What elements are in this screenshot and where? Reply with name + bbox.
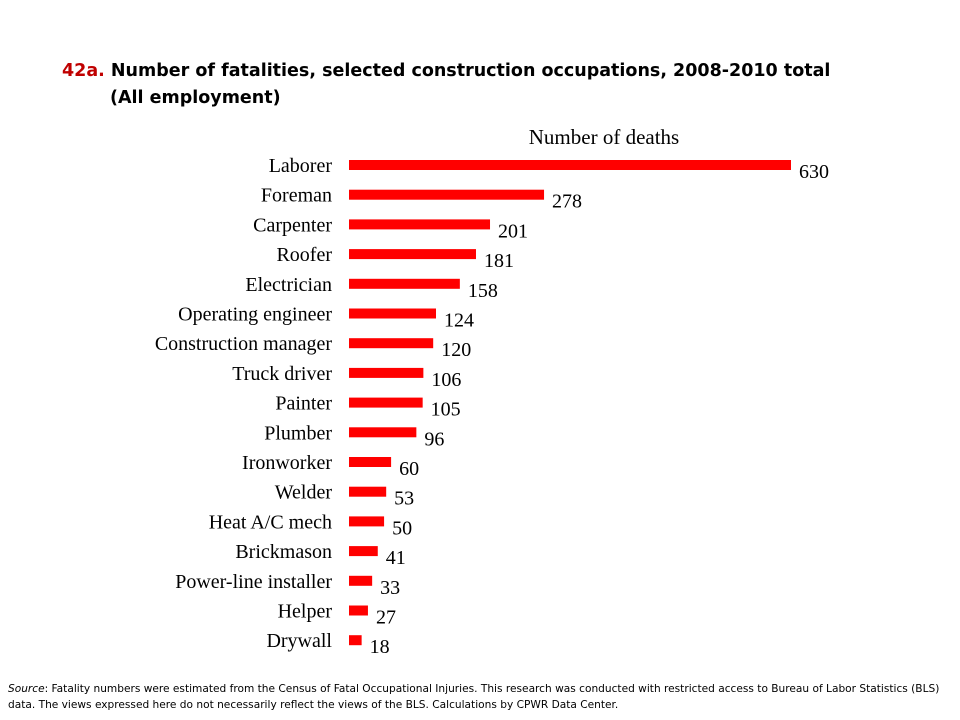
category-label-painter: Painter xyxy=(275,393,332,415)
bar-construction-manager xyxy=(349,338,434,349)
value-label-plumber: 96 xyxy=(424,428,444,450)
category-label-brickmason: Brickmason xyxy=(235,541,332,563)
category-label-construction-manager: Construction manager xyxy=(155,333,333,355)
value-label-operating-engineer: 124 xyxy=(444,310,474,332)
category-label-roofer: Roofer xyxy=(276,244,332,266)
bar-roofer xyxy=(349,249,476,260)
category-label-power-line-installer: Power-line installer xyxy=(175,571,332,593)
category-label-helper: Helper xyxy=(278,601,333,623)
value-label-construction-manager: 120 xyxy=(441,339,471,361)
value-label-electrician: 158 xyxy=(468,280,498,302)
bar-laborer xyxy=(349,160,791,170)
title-subtitle: (All employment) xyxy=(110,88,281,109)
value-label-power-line-installer: 33 xyxy=(380,577,400,599)
value-label-truck-driver: 106 xyxy=(431,369,461,391)
bar-electrician xyxy=(349,278,460,289)
value-label-foreman: 278 xyxy=(552,191,582,213)
bar-ironworker xyxy=(349,457,392,467)
source-label: Source xyxy=(8,683,45,695)
bar-chart: Number of deaths Laborer 630 Foreman 278 Car… xyxy=(155,125,829,658)
bar-foreman xyxy=(349,189,545,200)
category-label-carpenter: Carpenter xyxy=(253,214,332,236)
bar-heat-a-c-mech xyxy=(349,516,385,527)
value-label-welder: 53 xyxy=(394,488,414,510)
category-label-operating-engineer: Operating engineer xyxy=(178,304,332,326)
bar-brickmason xyxy=(349,546,378,557)
category-label-electrician: Electrician xyxy=(245,274,332,296)
source-text: : Fatality numbers were estimated from t… xyxy=(8,683,940,712)
value-label-helper: 27 xyxy=(376,607,396,629)
bar-drywall xyxy=(349,635,362,646)
value-label-carpenter: 201 xyxy=(498,220,528,242)
value-label-drywall: 18 xyxy=(370,636,390,658)
category-label-foreman: Foreman xyxy=(261,185,332,207)
bar-painter xyxy=(349,397,423,408)
bar-plumber xyxy=(349,427,417,438)
bar-power-line-installer xyxy=(349,575,373,586)
figure-number: 42a. xyxy=(62,61,105,81)
category-label-laborer: Laborer xyxy=(269,155,333,177)
bar-truck-driver xyxy=(349,367,424,378)
bar-helper xyxy=(349,605,368,616)
value-label-painter: 105 xyxy=(431,399,461,421)
value-label-brickmason: 41 xyxy=(386,547,406,569)
series-label: Number of deaths xyxy=(529,125,679,149)
category-label-truck-driver: Truck driver xyxy=(232,363,332,385)
category-label-heat-a-c-mech: Heat A/C mech xyxy=(209,511,332,533)
bar-welder xyxy=(349,486,387,497)
category-label-drywall: Drywall xyxy=(266,630,332,652)
category-label-ironworker: Ironworker xyxy=(242,452,332,474)
value-label-roofer: 181 xyxy=(484,250,514,272)
bar-operating-engineer xyxy=(349,308,436,319)
title-text: Number of fatalities, selected construct… xyxy=(110,61,831,81)
bar-carpenter xyxy=(349,219,491,230)
value-label-ironworker: 60 xyxy=(399,458,419,480)
value-label-heat-a-c-mech: 50 xyxy=(392,517,412,539)
category-label-welder: Welder xyxy=(275,482,333,504)
source-note: Source: Fatality numbers were estimated … xyxy=(8,681,956,714)
chart-title: 42a. Number of fatalities, selected cons… xyxy=(62,58,830,112)
value-label-laborer: 630 xyxy=(799,161,829,183)
category-label-plumber: Plumber xyxy=(264,422,332,444)
